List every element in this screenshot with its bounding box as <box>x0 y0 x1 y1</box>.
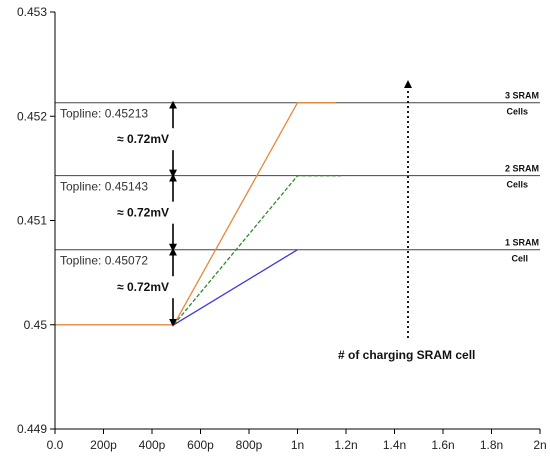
cells-label-sub: Cells <box>506 180 528 190</box>
y-tick-label: 0.449 <box>17 422 47 436</box>
x-tick-label: 200p <box>90 438 117 452</box>
x-tick-label: 1.4n <box>383 438 406 452</box>
x-tick-label: 1.2n <box>334 438 357 452</box>
axes-group: 0.0 200p 400p 600p 800p 1n 1.2n 1.4n 1.6n 1.8n 2n 0… <box>17 5 547 452</box>
cells-label: 1 SRAM <box>505 238 539 248</box>
cells-label-sub: Cell <box>511 254 528 264</box>
x-tick-label: 800p <box>236 438 263 452</box>
cells-label: 2 SRAM <box>505 164 539 174</box>
topline-group: Topline: 0.45213 3 SRAM Cells Topline: 0.45… <box>55 91 540 268</box>
x-tick-label: 1.8n <box>480 438 503 452</box>
topline-label: Topline: 0.45213 <box>60 107 148 121</box>
difference-label: ≈ 0.72mV <box>117 132 169 146</box>
topline-label: Topline: 0.45072 <box>60 254 148 268</box>
series-line-1 <box>173 175 342 326</box>
annotation-group: ≈ 0.72mV ≈ 0.72mV ≈ 0.72mV # of charging SR… <box>117 80 475 362</box>
y-tick-label: 0.452 <box>17 109 47 123</box>
x-tick-label: 2n <box>533 438 546 452</box>
topline-label: Topline: 0.45143 <box>60 180 148 194</box>
cells-label: 3 SRAM <box>505 91 539 101</box>
charging-cells-label: # of charging SRAM cell <box>338 348 475 362</box>
x-tick-label: 1n <box>291 438 304 452</box>
cells-label-sub: Cells <box>506 107 528 117</box>
series-line-2 <box>173 249 298 326</box>
x-tick-label: 1.6n <box>431 438 454 452</box>
y-tick-label: 0.45 <box>24 318 48 332</box>
y-tick-label: 0.451 <box>17 214 47 228</box>
x-tick-label: 400p <box>139 438 166 452</box>
x-tick-label: 0.0 <box>47 438 64 452</box>
difference-label: ≈ 0.72mV <box>117 206 169 220</box>
series-group <box>55 102 342 326</box>
y-tick-label: 0.453 <box>17 5 47 19</box>
series-line-0 <box>55 102 337 326</box>
x-tick-label: 600p <box>187 438 214 452</box>
difference-label: ≈ 0.72mV <box>117 280 169 294</box>
